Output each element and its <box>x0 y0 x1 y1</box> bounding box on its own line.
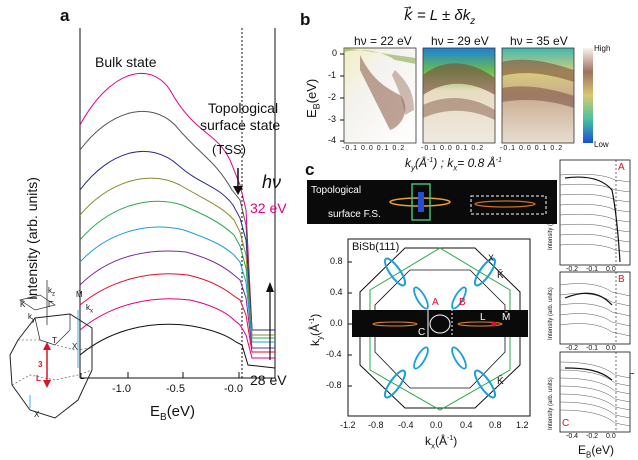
c-ytick-4: -0.4 <box>326 349 342 359</box>
panel-a-letter: a <box>60 6 70 25</box>
point-l: L <box>480 312 486 323</box>
c-xtick-4: 0.0 <box>430 420 443 430</box>
side-xticks-a: -0.2 -0.1 0.0 <box>566 266 616 273</box>
bz-l2: L <box>80 372 85 381</box>
bz-gamma: Γ̄ <box>48 300 53 309</box>
bz-3: 3 <box>38 360 43 369</box>
panel-c-letter: c <box>305 160 315 179</box>
point-c: C <box>418 327 426 338</box>
c-xtick-3: -0.4 <box>398 420 414 430</box>
side-xlabel: EB(eV) <box>578 443 615 460</box>
c-xtick-6: 0.8 <box>489 420 502 430</box>
c-xtick-1: -1.2 <box>340 420 356 430</box>
bz-x2: X <box>34 410 40 419</box>
colorbar-low: Low <box>594 140 609 149</box>
map-2-label: hν = 29 eV <box>431 34 489 48</box>
tss-abbrev: (TSS) <box>212 142 246 157</box>
side-xticks-b: -0.2 -0.1 0.0 <box>566 345 616 352</box>
hv-top-label: 32 eV <box>250 200 287 216</box>
point-k1: K̄ <box>497 270 504 281</box>
map-1-xticks: -0.1 0.0 0.1 0.2 <box>342 145 406 152</box>
hv-symbol: hν <box>262 172 282 192</box>
side-label-c: C <box>562 418 570 429</box>
side-ylabel-b: Intensity (arb. units) <box>548 287 554 340</box>
panel-b-ytick-0: 0 <box>332 48 338 58</box>
c-ytick-3: 0.0 <box>330 318 343 328</box>
point-m: M̄ <box>502 312 511 323</box>
bz-l-red: L <box>36 374 41 383</box>
bz-x1: X <box>72 342 78 351</box>
bulk-state-label: Bulk state <box>95 54 157 70</box>
colorbar-high: High <box>594 44 611 53</box>
side-label-a: A <box>618 162 625 173</box>
tss-label-2: surface state <box>200 117 281 133</box>
panel-b-formula: k⃗ = L ± δkz <box>404 7 476 27</box>
side-xticks-c: -0.4 -0.2 0.0 <box>566 433 616 440</box>
panel-b-ytick-2: -2 <box>328 92 337 102</box>
side-ylabel-c: Intensity (arb. units) <box>548 377 554 430</box>
strip-label-2: surface F.S. <box>328 209 381 220</box>
panel-b-ytick-4: -4 <box>328 135 337 145</box>
c-xtick-5: 0.4 <box>460 420 473 430</box>
c-xtick-7: 1.2 <box>516 420 529 430</box>
panel-c-xlabel: kx(Å-1) <box>425 434 458 451</box>
point-x: X <box>488 253 495 263</box>
panel-b-xlabel: ky(Å-1) ; kx= 0.8 Å-1 <box>405 156 502 173</box>
side-gamma: Γ̄ <box>629 372 634 381</box>
map-3-label: hν = 35 eV <box>510 34 568 48</box>
point-k2: K̄ <box>497 376 504 387</box>
bz-kx: kx <box>86 303 93 315</box>
side-ylabel-a: Intensity (arb. units) <box>548 197 554 250</box>
panel-c-title: BiSb(111) <box>352 241 400 253</box>
panel-b-ytick-3: -3 <box>328 114 337 124</box>
bz-ky: ky <box>28 312 35 324</box>
panel-b-letter: b <box>300 10 311 29</box>
side-label-b: B <box>618 274 625 285</box>
bz-kz: kz <box>48 286 55 298</box>
map-1-label: hν = 22 eV <box>354 34 412 48</box>
panel-a-xtick-3: -0.0 <box>224 383 243 395</box>
bz-t: T <box>52 336 57 345</box>
panel-b-ytick-1: -1 <box>328 70 337 80</box>
map-2-xticks: -0.1 0.0 0.1 0.2 <box>421 145 485 152</box>
panel-a-xtick-2: -0.5 <box>166 383 185 395</box>
point-b: B <box>459 297 466 308</box>
c-ytick-1: 0.8 <box>330 256 343 266</box>
bz-k: K̄ <box>20 300 26 309</box>
c-ytick-5: -0.8 <box>326 380 342 390</box>
bz-m: M̄ <box>76 290 83 299</box>
panel-a-xlabel: EB(eV) <box>150 403 196 423</box>
c-xtick-2: -0.8 <box>368 420 384 430</box>
panel-a-xtick-1: -1.0 <box>112 383 131 395</box>
map-3-xticks: -0.1 0.0 0.1 0.2 <box>500 145 564 152</box>
point-a: A <box>432 297 439 308</box>
hv-bottom-label: 28 eV <box>250 372 287 388</box>
c-ytick-2: 0.4 <box>330 287 343 297</box>
tss-label-1: Topological <box>208 100 279 116</box>
strip-label-1: Topological <box>311 185 362 196</box>
